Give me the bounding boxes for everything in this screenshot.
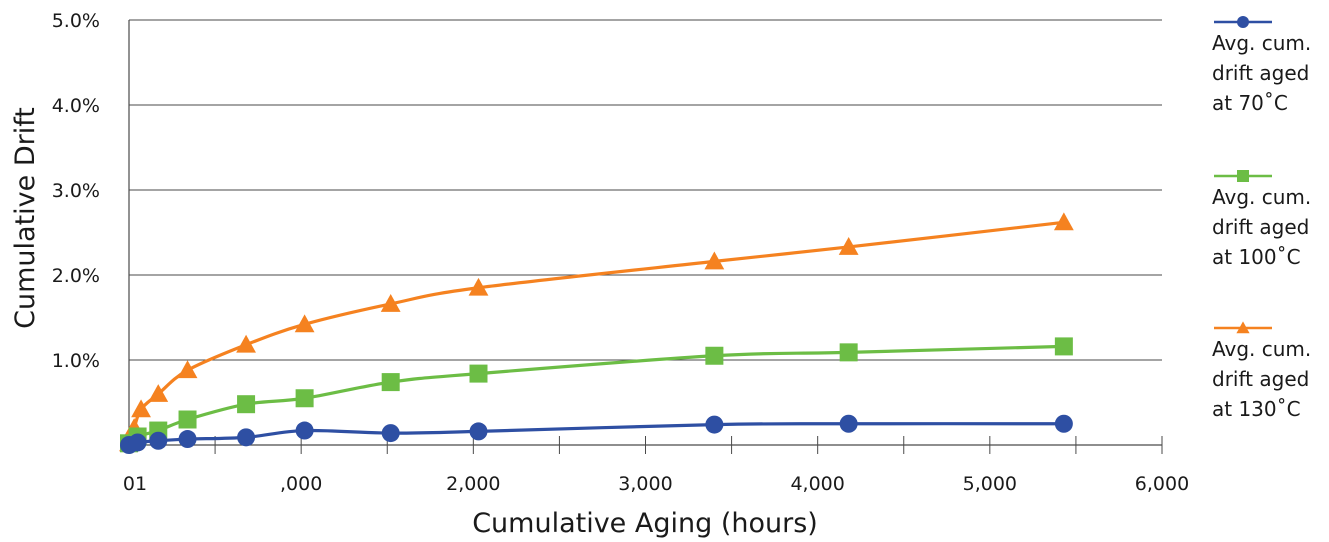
y-tick-label: 5.0% bbox=[52, 10, 100, 32]
x-tick-label: 3,000 bbox=[618, 473, 672, 495]
data-point bbox=[1053, 212, 1074, 231]
data-point bbox=[177, 360, 198, 379]
data-point bbox=[1054, 414, 1073, 433]
data-point bbox=[236, 334, 256, 353]
legend-label: drift aged bbox=[1212, 215, 1309, 239]
legend-label: at 70˚C bbox=[1212, 91, 1288, 115]
data-point bbox=[705, 415, 724, 434]
legend-label: at 100˚C bbox=[1212, 245, 1301, 269]
series-line bbox=[127, 220, 1065, 444]
legend-item: Avg. cum. drift aged at 130˚C bbox=[1212, 321, 1311, 421]
data-point bbox=[381, 424, 400, 443]
y-tick-label: 1.0% bbox=[52, 350, 100, 372]
data-point bbox=[381, 373, 400, 392]
x-tick-label: 6,000 bbox=[1135, 473, 1189, 495]
series-group bbox=[119, 212, 1074, 454]
legend-label: drift aged bbox=[1212, 367, 1309, 391]
axes bbox=[128, 20, 1162, 446]
data-point bbox=[469, 422, 488, 441]
x-axis-title: Cumulative Aging (hours) bbox=[472, 508, 818, 539]
legend-marker bbox=[1236, 321, 1250, 334]
x-axis-ticks: 01 ,000 2,000 3,000 4,000 5,000 6,000 bbox=[123, 436, 1189, 495]
legend-label: at 130˚C bbox=[1212, 397, 1301, 421]
data-point bbox=[178, 410, 197, 429]
data-point bbox=[839, 343, 858, 362]
data-point bbox=[468, 277, 489, 296]
data-point bbox=[295, 421, 314, 440]
data-point bbox=[839, 414, 858, 433]
data-point bbox=[149, 431, 168, 450]
data-point bbox=[380, 294, 401, 312]
data-point bbox=[704, 251, 725, 270]
legend: Avg. cum. drift aged at 70˚C Avg. cum. drift… bbox=[1212, 16, 1311, 421]
data-point bbox=[838, 237, 859, 255]
legend-item: Avg. cum. drift aged at 70˚C bbox=[1212, 16, 1311, 115]
x-tick-label: 5,000 bbox=[963, 473, 1017, 495]
data-point bbox=[178, 430, 197, 449]
data-point bbox=[1054, 337, 1073, 356]
x-tick-label: 4,000 bbox=[790, 473, 844, 495]
legend-label: Avg. cum. bbox=[1212, 31, 1311, 55]
legend-item: Avg. cum. drift aged at 100˚C bbox=[1212, 170, 1311, 269]
data-point bbox=[131, 399, 151, 418]
series-circle bbox=[120, 414, 1073, 454]
data-point bbox=[237, 428, 256, 447]
data-point bbox=[294, 314, 315, 333]
data-point bbox=[148, 384, 169, 402]
legend-label: drift aged bbox=[1212, 61, 1309, 85]
data-point bbox=[469, 364, 488, 383]
legend-marker bbox=[1237, 170, 1249, 182]
y-tick-label: 4.0% bbox=[52, 95, 100, 117]
data-point bbox=[128, 433, 147, 452]
data-point bbox=[295, 389, 314, 408]
y-axis-ticks: 1.0% 2.0% 3.0% 4.0% 5.0% bbox=[52, 10, 100, 372]
y-axis-title: Cumulative Drift bbox=[10, 107, 41, 329]
grid-lines bbox=[129, 19, 1162, 361]
series-line bbox=[128, 422, 1064, 447]
legend-marker bbox=[1237, 16, 1249, 28]
x-tick-label: 01 bbox=[123, 473, 147, 495]
y-tick-label: 3.0% bbox=[52, 180, 100, 202]
legend-label: Avg. cum. bbox=[1212, 337, 1311, 361]
x-tick-label: ,000 bbox=[280, 473, 322, 495]
data-point bbox=[705, 346, 724, 365]
data-point bbox=[237, 395, 256, 414]
series-triangle bbox=[119, 212, 1074, 452]
y-tick-label: 2.0% bbox=[52, 265, 100, 287]
x-tick-label: 2,000 bbox=[446, 473, 500, 495]
legend-label: Avg. cum. bbox=[1212, 185, 1311, 209]
